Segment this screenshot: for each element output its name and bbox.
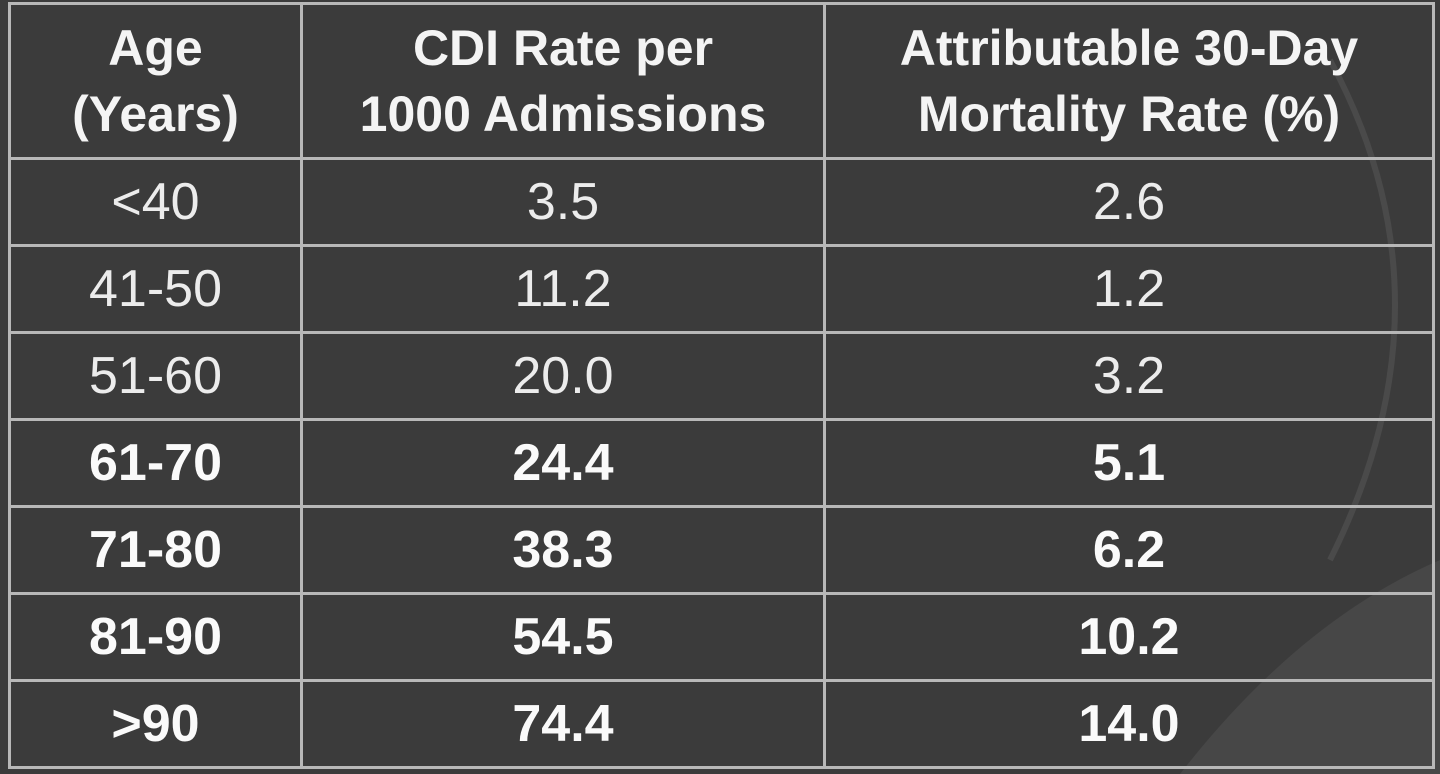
table-row: 61-70 24.4 5.1 <box>8 418 1435 508</box>
table-cell: 24.4 <box>300 418 826 508</box>
table-cell: 2.6 <box>823 157 1435 247</box>
table-cell: 20.0 <box>300 331 826 421</box>
header-text: 1000 Admissions <box>359 86 767 142</box>
table-cell: 74.4 <box>300 679 826 769</box>
table-row: >90 74.4 14.0 <box>8 679 1435 769</box>
table-body: <40 3.5 2.6 41-50 11.2 1.2 51-60 20.0 3.2 61-70 24… <box>8 157 1435 769</box>
header-text: Attributable 30-Day <box>899 20 1359 76</box>
table-row: 81-90 54.5 10.2 <box>8 592 1435 682</box>
header-text: (Years) <box>72 86 239 142</box>
table-cell: 3.2 <box>823 331 1435 421</box>
table-row: 41-50 11.2 1.2 <box>8 244 1435 334</box>
table-cell: >90 <box>8 679 303 769</box>
table-cell: 6.2 <box>823 505 1435 595</box>
header-text: Age <box>108 20 203 76</box>
header-text: Mortality Rate (%) <box>917 86 1341 142</box>
table-cell: 14.0 <box>823 679 1435 769</box>
header-cell: CDI Rate per 1000 Admissions <box>300 2 826 160</box>
table-row: <40 3.5 2.6 <box>8 157 1435 247</box>
table-cell: 11.2 <box>300 244 826 334</box>
table-row: 51-60 20.0 3.2 <box>8 331 1435 421</box>
header-cell: Attributable 30-Day Mortality Rate (%) <box>823 2 1435 160</box>
table-cell: <40 <box>8 157 303 247</box>
table-cell: 38.3 <box>300 505 826 595</box>
table-cell: 54.5 <box>300 592 826 682</box>
table-cell: 41-50 <box>8 244 303 334</box>
table-cell: 81-90 <box>8 592 303 682</box>
table-row: 71-80 38.3 6.2 <box>8 505 1435 595</box>
table-cell: 71-80 <box>8 505 303 595</box>
table-header: Age (Years) CDI Rate per 1000 Admissions Att… <box>8 2 1435 160</box>
table-cell: 1.2 <box>823 244 1435 334</box>
table-cell: 10.2 <box>823 592 1435 682</box>
table-cell: 3.5 <box>300 157 826 247</box>
table-cell: 51-60 <box>8 331 303 421</box>
header-row: Age (Years) CDI Rate per 1000 Admissions Att… <box>8 2 1435 160</box>
header-text: CDI Rate per <box>412 20 714 76</box>
table-cell: 61-70 <box>8 418 303 508</box>
table-cell: 5.1 <box>823 418 1435 508</box>
header-cell: Age (Years) <box>8 2 303 160</box>
data-table: Age (Years) CDI Rate per 1000 Admissions Att… <box>8 2 1435 769</box>
